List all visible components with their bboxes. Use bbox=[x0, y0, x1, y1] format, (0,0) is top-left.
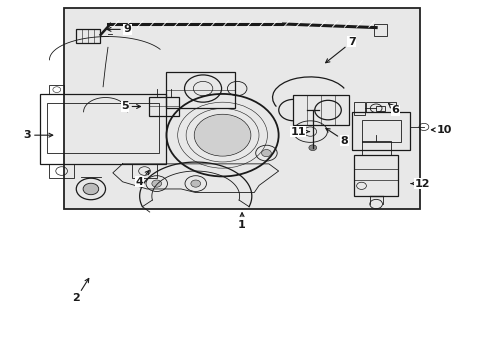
Circle shape bbox=[152, 180, 161, 187]
Circle shape bbox=[83, 183, 99, 195]
Circle shape bbox=[190, 180, 200, 187]
Bar bbox=[76, 29, 100, 42]
Bar bbox=[351, 112, 409, 149]
Text: 12: 12 bbox=[410, 179, 429, 189]
Bar bbox=[40, 94, 166, 164]
Text: 3: 3 bbox=[23, 130, 53, 140]
Bar bbox=[64, 8, 419, 209]
Bar bbox=[373, 24, 386, 36]
Circle shape bbox=[308, 145, 316, 150]
Text: 10: 10 bbox=[430, 125, 451, 135]
Text: 9: 9 bbox=[107, 24, 131, 35]
Bar bbox=[375, 106, 384, 111]
Text: 1: 1 bbox=[238, 213, 245, 230]
Text: 5: 5 bbox=[121, 102, 140, 112]
Text: 7: 7 bbox=[325, 37, 355, 63]
Bar bbox=[353, 102, 364, 115]
Bar bbox=[366, 102, 395, 112]
Bar bbox=[361, 141, 390, 155]
Bar bbox=[149, 96, 178, 116]
Bar bbox=[353, 155, 397, 196]
Text: 4: 4 bbox=[136, 171, 149, 187]
Circle shape bbox=[194, 114, 250, 156]
Bar bbox=[47, 103, 159, 153]
Text: 6: 6 bbox=[388, 104, 399, 115]
Circle shape bbox=[261, 149, 271, 157]
Bar bbox=[361, 120, 400, 141]
Bar bbox=[49, 85, 64, 94]
Bar bbox=[293, 95, 348, 125]
Bar bbox=[166, 72, 234, 108]
Bar bbox=[132, 164, 157, 178]
Text: 2: 2 bbox=[72, 278, 89, 303]
Text: 8: 8 bbox=[325, 129, 347, 145]
Text: 11: 11 bbox=[290, 127, 309, 136]
Bar bbox=[49, 164, 74, 178]
